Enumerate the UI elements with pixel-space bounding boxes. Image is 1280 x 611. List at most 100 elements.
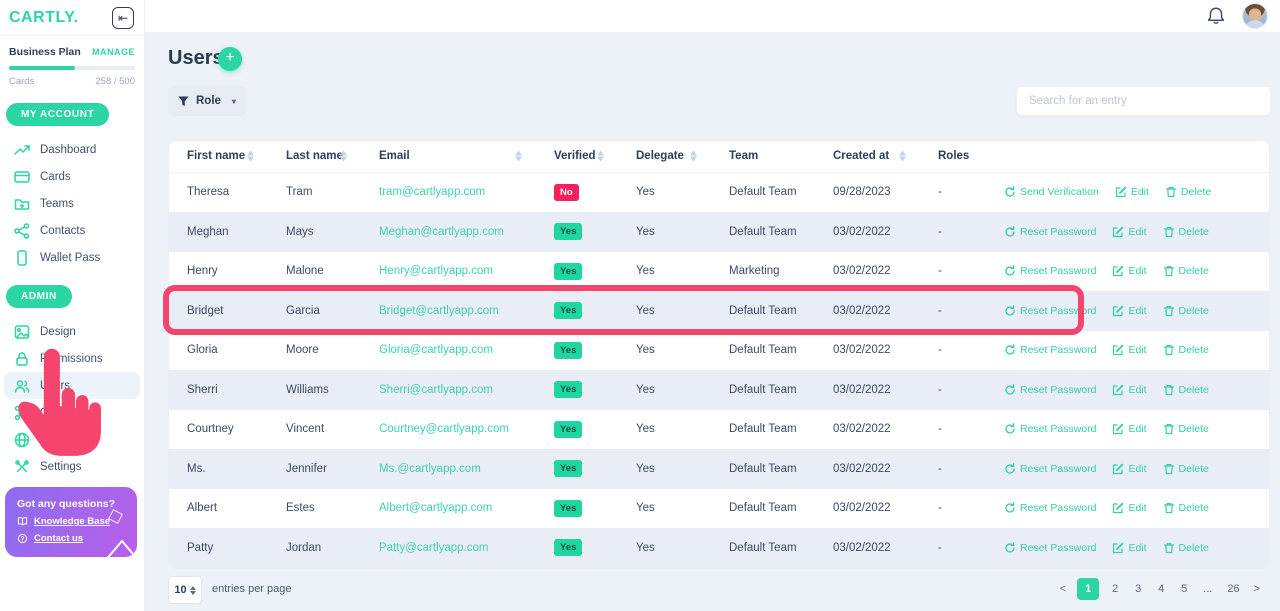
sidebar-item-settings[interactable]: Settings <box>4 453 140 480</box>
primary-action-link[interactable]: Reset Password <box>1004 265 1096 277</box>
primary-action-link[interactable]: Reset Password <box>1004 226 1096 238</box>
table-row: Courtney Vincent Courtney@cartlyapp.com … <box>169 410 1269 450</box>
edit-icon <box>1112 384 1124 396</box>
col-email[interactable]: Email <box>361 141 536 173</box>
sidebar-item-dashboard[interactable]: Dashboard <box>4 136 140 163</box>
collapse-sidebar-button[interactable]: ⇤ <box>112 6 134 29</box>
refresh-icon <box>1004 462 1016 475</box>
role-filter-button[interactable]: Role ▾ <box>168 86 246 116</box>
verified-badge: Yes <box>554 499 583 517</box>
col-created-at[interactable]: Created at <box>815 141 920 173</box>
email-link[interactable]: tram@cartlyapp.com <box>379 186 486 199</box>
page-number[interactable]: 3 <box>1135 583 1142 595</box>
cell-first-name: Ms. <box>187 462 206 475</box>
user-avatar[interactable] <box>1242 3 1268 29</box>
primary-action-link[interactable]: Reset Password <box>1004 305 1096 317</box>
trash-icon <box>1163 463 1175 475</box>
cell-created-at: 03/02/2022 <box>833 383 891 396</box>
cell-team: Default Team <box>729 502 797 515</box>
entries-per-page-select[interactable]: 10 <box>168 576 202 604</box>
cell-roles: - <box>938 265 942 278</box>
page-number: ... <box>1203 583 1213 595</box>
sidebar-item-contacts[interactable]: Contacts <box>4 217 140 244</box>
primary-action-link[interactable]: Reset Password <box>1004 344 1096 356</box>
col-verified[interactable]: Verified <box>536 141 618 173</box>
sidebar-item-permissions[interactable]: Permissions <box>4 345 140 372</box>
cell-first-name: Henry <box>187 265 218 278</box>
email-link[interactable]: Courtney@cartlyapp.com <box>379 423 509 436</box>
primary-action-link[interactable]: Reset Password <box>1004 384 1096 396</box>
sidebar-item-teams[interactable]: Teams <box>4 190 140 217</box>
primary-action-link[interactable]: Reset Password <box>1004 542 1096 554</box>
edit-link[interactable]: Edit <box>1115 186 1149 198</box>
page-number[interactable]: 26 <box>1227 583 1240 595</box>
cell-created-at: 03/02/2022 <box>833 225 891 238</box>
delete-link[interactable]: Delete <box>1163 423 1209 435</box>
edit-link[interactable]: Edit <box>1112 344 1147 356</box>
delete-link[interactable]: Delete <box>1163 384 1209 396</box>
col-actions <box>986 141 1269 173</box>
next-page-button[interactable]: > <box>1253 583 1260 595</box>
delete-link[interactable]: Delete <box>1163 265 1209 277</box>
page-number[interactable]: 4 <box>1158 583 1165 595</box>
contact-us-link[interactable]: Contact us <box>17 533 127 544</box>
sidebar-item-cards[interactable]: Cards <box>4 163 140 190</box>
edit-link[interactable]: Edit <box>1112 265 1147 277</box>
sidebar-item-domains[interactable]: Domains <box>4 426 140 453</box>
prev-page-button[interactable]: < <box>1059 583 1067 595</box>
search-input[interactable] <box>1017 87 1270 115</box>
page-number[interactable]: 5 <box>1181 583 1188 595</box>
delete-link[interactable]: Delete <box>1165 186 1211 198</box>
knowledge-base-link[interactable]: Knowledge Base <box>17 516 127 527</box>
email-link[interactable]: Gloria@cartlyapp.com <box>379 344 493 357</box>
primary-action-link[interactable]: Reset Password <box>1004 502 1096 514</box>
delete-link[interactable]: Delete <box>1163 502 1209 514</box>
email-link[interactable]: Henry@cartlyapp.com <box>379 265 493 278</box>
cell-first-name: Patty <box>187 541 214 554</box>
email-link[interactable]: Ms.@cartlyapp.com <box>379 462 481 475</box>
cell-first-name: Theresa <box>187 186 230 199</box>
email-link[interactable]: Meghan@cartlyapp.com <box>379 225 504 238</box>
sidebar-item-design[interactable]: Design <box>4 318 140 345</box>
cell-roles: - <box>938 383 942 396</box>
add-user-button[interactable]: + <box>218 47 242 71</box>
edit-link[interactable]: Edit <box>1112 384 1147 396</box>
sidebar-item-label: Cards <box>40 170 71 183</box>
email-link[interactable]: Sherri@cartlyapp.com <box>379 383 493 396</box>
delete-link[interactable]: Delete <box>1163 226 1209 238</box>
edit-link[interactable]: Edit <box>1112 226 1147 238</box>
cell-team: Default Team <box>729 383 797 396</box>
edit-link[interactable]: Edit <box>1112 542 1147 554</box>
email-link[interactable]: Albert@cartlyapp.com <box>379 502 493 515</box>
col-last-name[interactable]: Last name <box>268 141 361 173</box>
page-number[interactable]: 2 <box>1112 583 1119 595</box>
col-delegate[interactable]: Delegate <box>618 141 711 173</box>
sidebar-item-qr-code[interactable]: QR code <box>4 399 140 426</box>
primary-action-link[interactable]: Send Verification <box>1004 186 1099 198</box>
users-table-card: First name Last name <box>168 140 1270 569</box>
delete-link[interactable]: Delete <box>1163 344 1209 356</box>
refresh-icon <box>1004 502 1016 514</box>
delete-link[interactable]: Delete <box>1163 542 1209 554</box>
refresh-icon <box>1004 344 1016 356</box>
col-first-name[interactable]: First name <box>169 141 268 173</box>
email-link[interactable]: Bridget@cartlyapp.com <box>379 304 499 317</box>
email-link[interactable]: Patty@cartlyapp.com <box>379 541 489 554</box>
notifications-bell-icon[interactable] <box>1206 5 1226 27</box>
cell-team: Default Team <box>729 225 797 238</box>
primary-action-link[interactable]: Reset Password <box>1004 423 1096 435</box>
sidebar-item-wallet-pass[interactable]: Wallet Pass <box>4 244 140 271</box>
manage-plan-link[interactable]: MANAGE <box>92 47 135 57</box>
cell-last-name: Moore <box>286 344 319 357</box>
sidebar-item-users[interactable]: Users <box>4 372 140 399</box>
edit-link[interactable]: Edit <box>1112 463 1147 475</box>
delete-link[interactable]: Delete <box>1163 305 1209 317</box>
page-number[interactable]: 1 <box>1077 578 1100 600</box>
delete-link[interactable]: Delete <box>1163 463 1209 475</box>
cards-usage-label: Cards <box>9 76 35 87</box>
edit-link[interactable]: Edit <box>1112 305 1147 317</box>
edit-link[interactable]: Edit <box>1112 502 1147 514</box>
primary-action-link[interactable]: Reset Password <box>1004 463 1096 475</box>
edit-link[interactable]: Edit <box>1112 423 1147 435</box>
trash-icon <box>1163 344 1175 356</box>
